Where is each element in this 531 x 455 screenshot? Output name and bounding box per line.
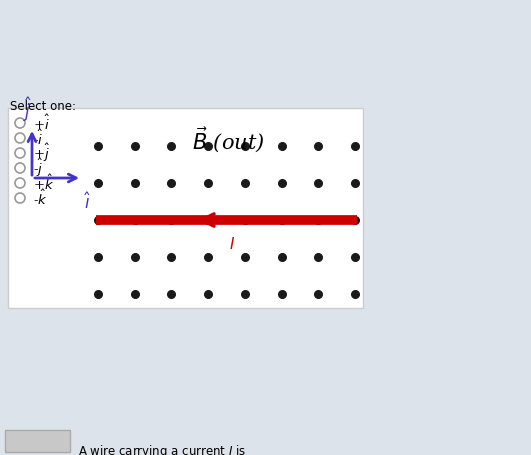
Text: Select one:: Select one:: [10, 100, 76, 113]
Circle shape: [15, 118, 25, 128]
Text: -$\hat{i}$: -$\hat{i}$: [33, 128, 44, 147]
Text: $I$: $I$: [228, 236, 235, 252]
Text: $\vec{B}$ (out): $\vec{B}$ (out): [192, 126, 264, 155]
Text: +$\hat{j}$: +$\hat{j}$: [33, 142, 50, 164]
Text: -$\hat{k}$: -$\hat{k}$: [33, 188, 48, 207]
Circle shape: [15, 163, 25, 173]
Text: A wire carrying a current $I$ is: A wire carrying a current $I$ is: [78, 443, 246, 455]
Text: $\hat{\imath}$: $\hat{\imath}$: [84, 192, 91, 212]
Circle shape: [15, 148, 25, 158]
Text: +$\hat{k}$: +$\hat{k}$: [33, 173, 54, 192]
Circle shape: [15, 193, 25, 203]
Circle shape: [15, 178, 25, 188]
Text: +$\hat{i}$: +$\hat{i}$: [33, 113, 50, 132]
FancyBboxPatch shape: [3, 3, 523, 103]
Text: -$\hat{j}$: -$\hat{j}$: [33, 157, 44, 179]
Text: $\hat{j}$: $\hat{j}$: [23, 96, 32, 124]
Circle shape: [15, 133, 25, 143]
FancyBboxPatch shape: [8, 108, 363, 308]
FancyBboxPatch shape: [5, 430, 70, 452]
